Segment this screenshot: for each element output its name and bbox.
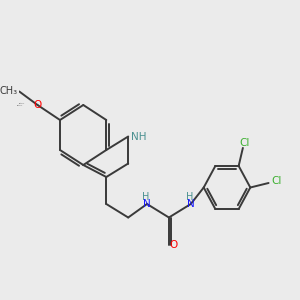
Text: N: N xyxy=(187,199,195,209)
Text: NH: NH xyxy=(131,131,146,142)
Text: O: O xyxy=(33,100,42,110)
Text: H: H xyxy=(142,192,149,203)
Text: methoxy: methoxy xyxy=(17,104,23,106)
Text: H: H xyxy=(186,192,193,203)
Text: methoxy: methoxy xyxy=(19,103,25,104)
Text: O: O xyxy=(170,239,178,250)
Text: CH₃: CH₃ xyxy=(0,86,18,97)
Text: Cl: Cl xyxy=(239,137,250,148)
Text: N: N xyxy=(143,199,151,209)
Text: Cl: Cl xyxy=(272,176,282,186)
